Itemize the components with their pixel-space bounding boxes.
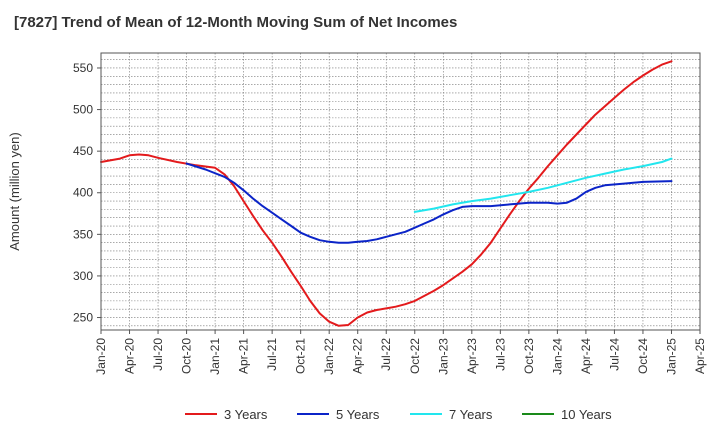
y-tick-label: 450 [73, 144, 93, 158]
y-tick-label: 300 [73, 269, 93, 283]
x-axis-ticks: Jan-20 Apr-20 Jul-20 Oct-20 Jan-21 Apr-21 Jul-… [94, 330, 707, 375]
legend-label: 5 Years [336, 407, 380, 422]
x-tick-label: Jul-22 [379, 338, 393, 371]
x-tick-label: Jan-23 [436, 338, 450, 375]
legend-label: 10 Years [561, 407, 612, 422]
chart-title: [7827] Trend of Mean of 12-Month Moving … [14, 14, 458, 31]
series-lines [100, 60, 673, 327]
series-line-5-years [185, 162, 673, 244]
x-tick-label: Apr-24 [579, 338, 593, 374]
x-tick-label: Oct-21 [294, 338, 308, 374]
x-tick-label: Oct-22 [408, 338, 422, 374]
y-tick-label: 400 [73, 186, 93, 200]
y-axis-ticks: 250 300 350 400 450 500 550 [73, 61, 101, 325]
y-axis-label: Amount (million yen) [7, 132, 22, 251]
x-tick-label: Jul-23 [493, 338, 507, 371]
x-tick-label: Jan-21 [208, 338, 222, 375]
x-tick-label: Jan-22 [322, 338, 336, 375]
legend-label: 3 Years [224, 407, 268, 422]
x-tick-label: Jul-24 [607, 338, 621, 371]
legend: 3 Years 5 Years 7 Years 10 Years [185, 407, 612, 422]
y-tick-label: 500 [73, 103, 93, 117]
x-tick-label: Apr-20 [123, 338, 137, 374]
x-tick-label: Oct-23 [522, 338, 536, 374]
y-tick-label: 550 [73, 61, 93, 75]
x-tick-label: Jan-24 [550, 338, 564, 375]
legend-item-3-years: 3 Years [185, 407, 268, 422]
legend-item-7-years: 7 Years [410, 407, 493, 422]
series-line-7-years [413, 157, 673, 213]
y-tick-label: 350 [73, 227, 93, 241]
x-tick-label: Jan-20 [94, 338, 108, 375]
x-tick-label: Oct-24 [636, 338, 650, 374]
plot-area-frame [100, 52, 701, 331]
x-tick-label: Jan-25 [664, 338, 678, 375]
legend-label: 7 Years [449, 407, 493, 422]
x-tick-label: Oct-20 [180, 338, 194, 374]
x-tick-label: Jul-20 [151, 338, 165, 371]
legend-item-10-years: 10 Years [522, 407, 612, 422]
grid [100, 53, 701, 330]
x-tick-label: Apr-22 [351, 338, 365, 374]
x-tick-label: Jul-21 [265, 338, 279, 371]
x-tick-label: Apr-21 [237, 338, 251, 374]
y-tick-label: 250 [73, 311, 93, 325]
x-tick-label: Apr-23 [465, 338, 479, 374]
x-tick-label: Apr-25 [693, 338, 707, 374]
legend-item-5-years: 5 Years [297, 407, 380, 422]
